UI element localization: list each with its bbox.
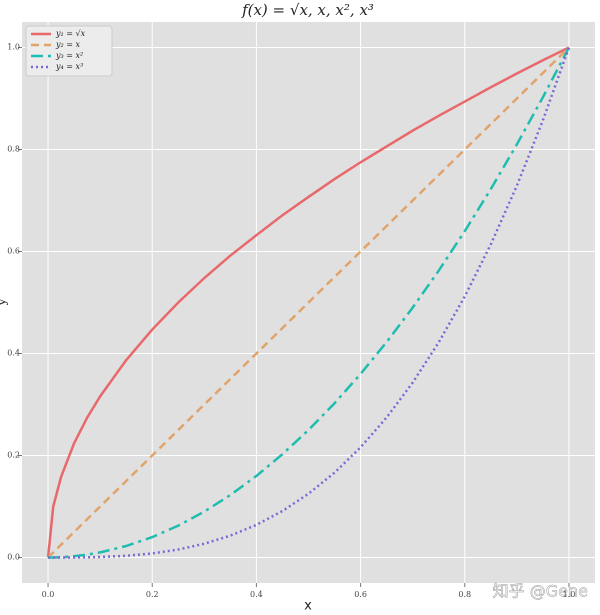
legend-label: y₄ = x³ <box>55 62 83 71</box>
line-series <box>48 47 571 559</box>
legend: y₁ = √x y₂ = x y₃ = x² y₄ = x³ <box>25 25 113 77</box>
legend-label: y₁ = √x <box>55 29 86 38</box>
y-tick-label: 0.8 <box>7 145 20 154</box>
y-tick-label: 1.0 <box>7 43 20 52</box>
y-tick-label: 0.0 <box>7 553 20 562</box>
watermark: 知乎 @Gene <box>493 582 588 601</box>
line-series <box>48 46 571 559</box>
legend-label: y₂ = x <box>55 40 81 49</box>
x-tick-label: 0.4 <box>250 590 263 599</box>
y-axis-label: y <box>0 298 9 306</box>
legend-label: y₃ = x² <box>55 51 83 60</box>
grid <box>22 22 595 583</box>
lines <box>46 46 571 559</box>
x-tick-label: 0.6 <box>354 590 367 599</box>
y-tick-label: 0.4 <box>7 349 20 358</box>
x-axis-label: x <box>304 599 312 614</box>
line-series <box>46 46 570 558</box>
y-tick-label: 0.2 <box>7 451 20 460</box>
line-series <box>47 46 570 559</box>
x-tick-label: 0.2 <box>146 590 159 599</box>
y-tick-label: 0.6 <box>7 247 20 256</box>
x-tick-label: 0.8 <box>458 590 471 599</box>
legend-box <box>25 25 113 77</box>
chart-title: f(x) = √x, x, x², x³ <box>241 1 374 19</box>
x-tick-label: 1.0 <box>563 590 576 599</box>
x-tick-label: 0.0 <box>42 590 55 599</box>
